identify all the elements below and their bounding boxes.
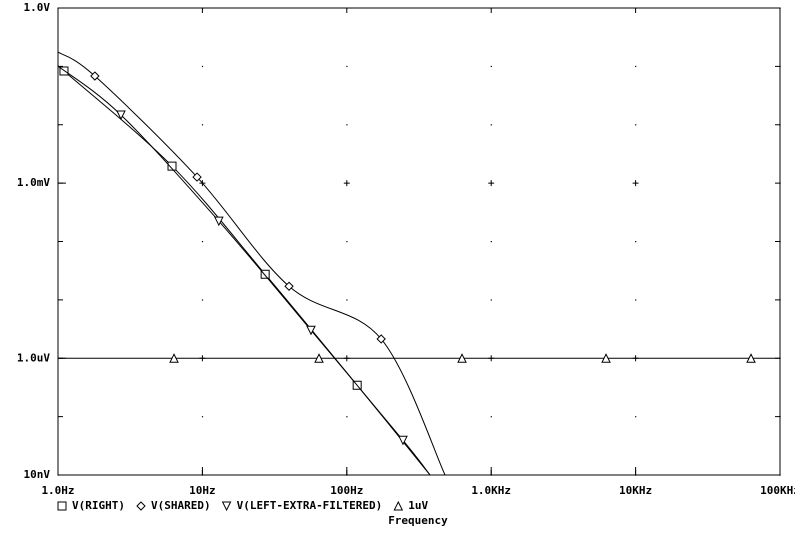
- grid-dot: [779, 241, 781, 243]
- grid-dot: [779, 124, 781, 126]
- marker: [116, 110, 126, 121]
- grid-dot: [346, 65, 348, 68]
- series-line: [58, 65, 431, 475]
- grid-dot: [201, 299, 204, 301]
- grid-dot: [779, 7, 781, 9]
- grid-dot: [57, 241, 59, 243]
- grid-dot: [490, 416, 492, 418]
- marker: [90, 71, 100, 81]
- grid-dot: [779, 416, 781, 418]
- grid-dot: [490, 241, 492, 243]
- grid-dot: [635, 416, 637, 418]
- x-tick-label: 100Hz: [330, 484, 363, 497]
- legend-label: V(LEFT-EXTRA-FILTERED): [237, 499, 383, 512]
- grid-dot: [779, 299, 781, 301]
- grid-dot: [490, 124, 492, 126]
- marker: [601, 353, 611, 363]
- grid-dot: [779, 474, 781, 476]
- grid-cross: [488, 180, 495, 187]
- marker: [214, 216, 224, 227]
- legend-marker: [221, 501, 232, 512]
- marker: [167, 161, 177, 171]
- legend-label: 1uV: [408, 499, 428, 512]
- marker: [457, 353, 467, 363]
- grid-cross: [632, 180, 639, 187]
- marker: [169, 353, 179, 363]
- grid-dot: [201, 124, 204, 126]
- x-axis-label: Frequency: [388, 514, 448, 527]
- grid-dot: [490, 474, 492, 476]
- grid-dot: [201, 7, 204, 9]
- y-tick-label: 1.0uV: [17, 351, 50, 364]
- grid-cross: [343, 180, 350, 187]
- x-tick-label: 1.0KHz: [471, 484, 511, 497]
- grid-dot: [635, 7, 637, 9]
- grid-dot: [346, 299, 348, 301]
- grid-dot: [779, 182, 781, 184]
- grid-dot: [490, 65, 492, 68]
- grid-dot: [201, 474, 204, 476]
- marker: [284, 281, 294, 291]
- marker: [192, 172, 202, 182]
- grid-dot: [201, 65, 204, 68]
- grid-dot: [490, 299, 492, 301]
- grid-dot: [346, 416, 348, 418]
- grid-dot: [201, 416, 204, 418]
- x-tick-label: 10KHz: [619, 484, 652, 497]
- grid-dot: [57, 416, 59, 418]
- legend-marker: [393, 500, 404, 511]
- grid-dot: [635, 65, 637, 68]
- grid-dot: [57, 299, 59, 301]
- grid-dot: [346, 124, 348, 126]
- legend-label: V(SHARED): [151, 499, 211, 512]
- y-tick-label: 1.0mV: [17, 176, 50, 189]
- marker: [306, 325, 316, 336]
- legend-label: V(RIGHT): [72, 499, 125, 512]
- y-tick-label: 1.0V: [24, 1, 51, 14]
- plot-frame: [57, 7, 781, 476]
- marker: [376, 334, 386, 344]
- series-line: [58, 65, 431, 475]
- grid-dot: [346, 7, 348, 9]
- x-tick-label: 100KHz: [760, 484, 795, 497]
- grid-dot: [779, 357, 781, 359]
- grid-dot: [201, 241, 204, 243]
- grid-dot: [346, 474, 348, 476]
- grid-dot: [635, 299, 637, 301]
- x-tick-label: 10Hz: [189, 484, 216, 497]
- marker: [398, 435, 408, 446]
- legend-marker: [57, 501, 67, 511]
- grid-dot: [635, 124, 637, 126]
- grid-dot: [635, 474, 637, 476]
- grid-dot: [346, 241, 348, 243]
- grid-dot: [779, 65, 781, 68]
- marker: [314, 353, 324, 363]
- x-tick-label: 1.0Hz: [41, 484, 74, 497]
- grid-dot: [57, 124, 59, 126]
- marker: [746, 353, 756, 363]
- y-tick-label: 10nV: [24, 468, 51, 481]
- legend-marker: [136, 501, 146, 511]
- grid-dot: [490, 7, 492, 9]
- grid-dot: [635, 241, 637, 243]
